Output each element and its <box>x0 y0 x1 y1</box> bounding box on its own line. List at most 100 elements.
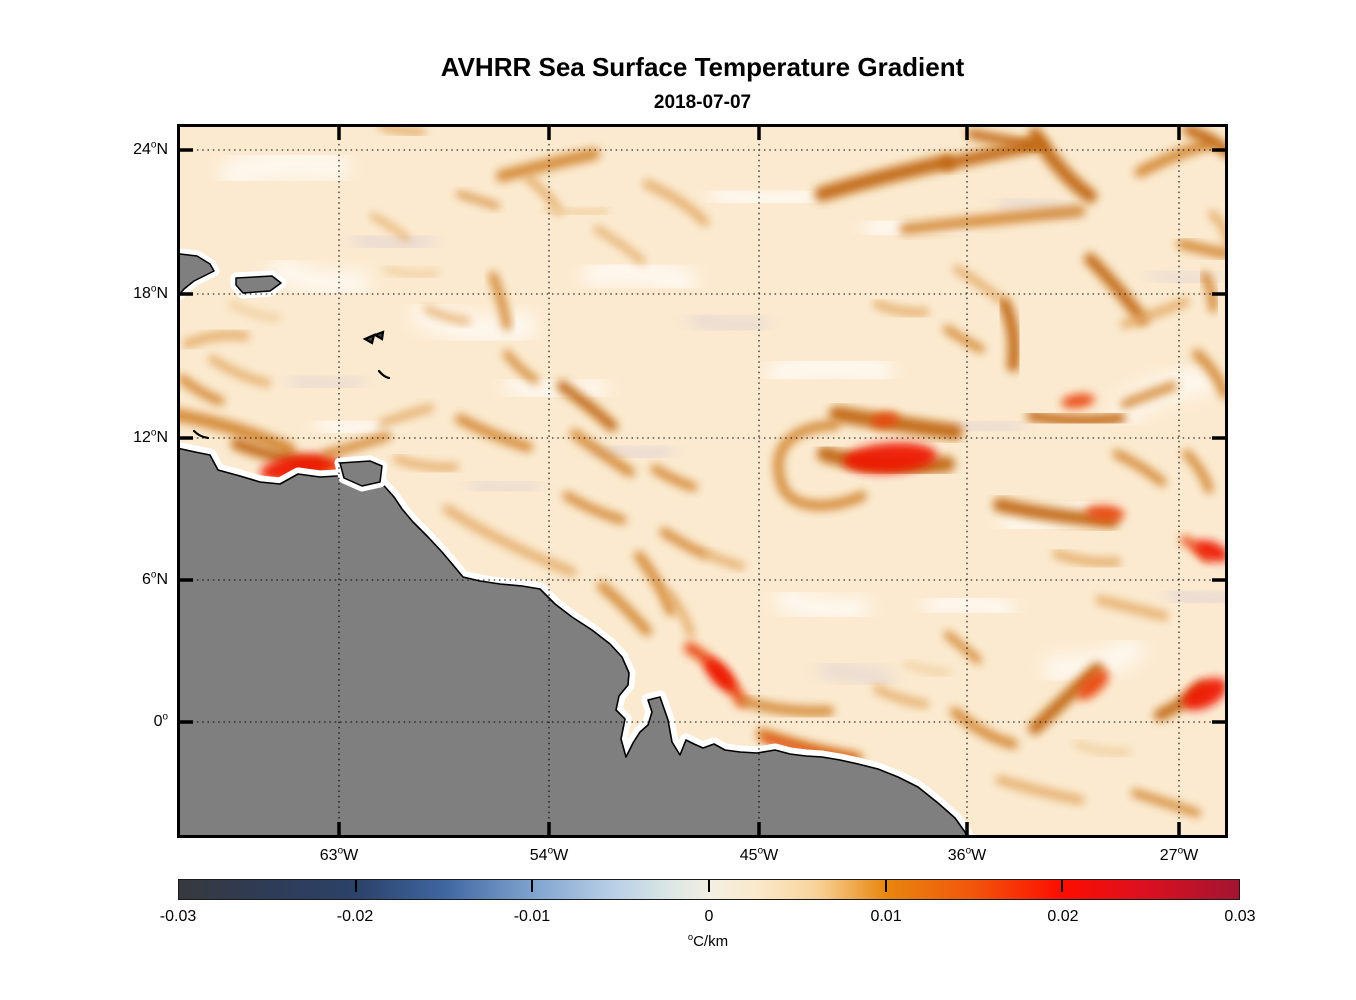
sst-gradient-filament <box>703 550 745 570</box>
sst-gradient-filament <box>423 305 471 325</box>
sst-gradient-filament <box>999 298 1020 372</box>
axes-frame <box>177 124 1228 838</box>
lat-tick-label: 24oN <box>133 139 168 158</box>
sst-gradient-filament <box>393 455 459 472</box>
sst-gradient-filament <box>814 154 955 202</box>
sst-gradient-filament <box>570 429 635 477</box>
colorbar-unit-label: oC/km <box>687 932 729 950</box>
sst-gradient-filament <box>220 145 349 191</box>
lat-tick-label: 6oN <box>142 569 168 588</box>
sst-gradient-filament <box>774 586 870 624</box>
sst-gradient-filament <box>688 310 768 336</box>
sst-gradient-filament <box>593 440 673 464</box>
colorbar-tick-mark <box>1061 880 1064 892</box>
sst-gradient-filament <box>1085 504 1125 522</box>
sst-gradient-filament <box>1131 789 1201 817</box>
colorbar-tick-label: 0 <box>704 908 714 925</box>
lat-tick-label: 18oN <box>133 283 168 302</box>
tick-mark <box>180 436 193 440</box>
sst-gradient-filament <box>412 299 537 346</box>
sst-gradient-filament <box>1112 449 1167 487</box>
tick-mark <box>1212 436 1225 440</box>
sst-gradient-filament <box>944 631 982 664</box>
sst-gradient-filament <box>496 148 600 182</box>
lat-tick-label: 12oN <box>133 427 168 446</box>
tick-mark <box>180 720 193 724</box>
sst-gradient-filament <box>995 775 1085 805</box>
sst-gradient-filament <box>1177 239 1228 259</box>
sst-gradient-filament <box>488 271 512 331</box>
sst-gradient-filament <box>1194 540 1228 562</box>
colorbar-tick-label: -0.02 <box>336 908 374 925</box>
sst-gradient-filament <box>177 408 296 456</box>
colorbar-tick-label: -0.01 <box>513 908 551 925</box>
sst-gradient-filament <box>642 179 710 227</box>
map-plot-area <box>177 124 1228 838</box>
colorbar <box>178 879 1240 900</box>
tick-mark <box>757 127 761 140</box>
sst-gradient-filament <box>455 414 533 452</box>
sst-gradient-filament <box>322 431 392 459</box>
sst-gradient-filament <box>1073 740 1131 757</box>
sst-gradient-filament <box>1120 381 1178 409</box>
sst-gradient-filament <box>873 300 929 317</box>
sst-gradient-filament <box>1167 584 1228 610</box>
islet-mark <box>362 333 376 345</box>
island <box>177 252 215 297</box>
sst-gradient-filament <box>289 371 363 393</box>
lon-tick-label: 45oW <box>739 845 779 864</box>
sst-gradient-filament <box>182 330 250 349</box>
sst-gradient-map <box>177 124 1228 838</box>
sst-gradient-filament <box>773 420 867 511</box>
sst-gradient-filament <box>1095 595 1169 621</box>
sst-gradient-filament <box>659 527 709 559</box>
sst-gradient-filament <box>315 412 399 442</box>
sst-gradient-filament <box>1134 138 1214 178</box>
tick-mark <box>180 292 193 296</box>
sst-gradient-filament <box>871 412 899 428</box>
tick-mark <box>180 148 193 152</box>
sst-gradient-filament <box>1076 670 1110 700</box>
sst-gradient-filament <box>1200 271 1218 313</box>
sst-gradient-filament <box>1028 127 1097 203</box>
sst-gradient-filament <box>766 350 893 390</box>
tick-mark <box>337 822 341 835</box>
page-title: AVHRR Sea Surface Temperature Gradient <box>440 52 965 82</box>
sst-gradient-filament <box>370 213 410 241</box>
sst-gradient-filament <box>456 191 500 209</box>
sst-gradient-filament <box>269 256 370 297</box>
tick-mark <box>1212 720 1225 724</box>
sst-gradient-filament <box>1084 253 1148 325</box>
sst-gradient-filament <box>556 380 618 432</box>
island <box>235 275 282 294</box>
sst-gradient-filament <box>504 371 608 405</box>
sst-gradient-filament <box>705 658 735 692</box>
lon-tick-label: 54oW <box>529 845 569 864</box>
sst-gradient-filament <box>949 416 1023 437</box>
tick-mark <box>1177 822 1181 835</box>
colorbar-tick-mark <box>531 880 534 892</box>
sst-gradient-filament <box>177 374 225 406</box>
colorbar-tick-label: 0.01 <box>870 908 902 925</box>
sst-gradient-filament <box>562 491 627 525</box>
sst-gradient-filament <box>503 350 539 384</box>
sst-gradient-filament <box>903 660 951 676</box>
lon-tick-label: 63oW <box>319 845 359 864</box>
lat-tick-label: 0o <box>153 711 168 730</box>
sst-gradient-filament <box>899 205 1086 235</box>
colorbar-tick-mark <box>884 880 887 892</box>
sst-gradient-filament <box>1192 349 1228 399</box>
tick-mark <box>1177 127 1181 140</box>
sst-gradient-filament <box>739 696 834 717</box>
sst-gradient-filament <box>650 464 698 492</box>
sst-gradient-filament <box>873 685 929 708</box>
tick-mark <box>965 822 969 835</box>
sst-gradient-filament <box>1182 449 1214 494</box>
sst-gradient-filament <box>597 581 652 636</box>
sst-gradient-filament <box>1052 549 1122 567</box>
island <box>339 460 383 487</box>
sst-gradient-filament <box>1026 410 1126 427</box>
sst-gradient-filament <box>543 205 609 217</box>
colorbar-tick-mark <box>354 880 357 892</box>
